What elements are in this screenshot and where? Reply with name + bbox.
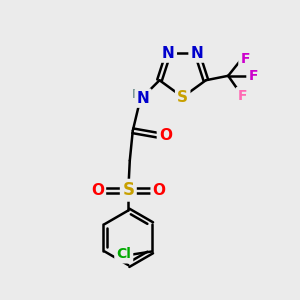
Text: O: O [91, 183, 104, 198]
Text: N: N [190, 46, 203, 61]
Text: S: S [177, 90, 188, 105]
Text: F: F [237, 89, 247, 103]
Text: F: F [240, 52, 250, 66]
Text: H: H [131, 88, 142, 101]
Text: S: S [122, 181, 134, 199]
Text: Cl: Cl [116, 248, 131, 261]
Text: N: N [162, 46, 175, 61]
Text: F: F [248, 69, 258, 83]
Text: O: O [153, 183, 166, 198]
Text: O: O [159, 128, 172, 143]
Text: N: N [137, 91, 149, 106]
